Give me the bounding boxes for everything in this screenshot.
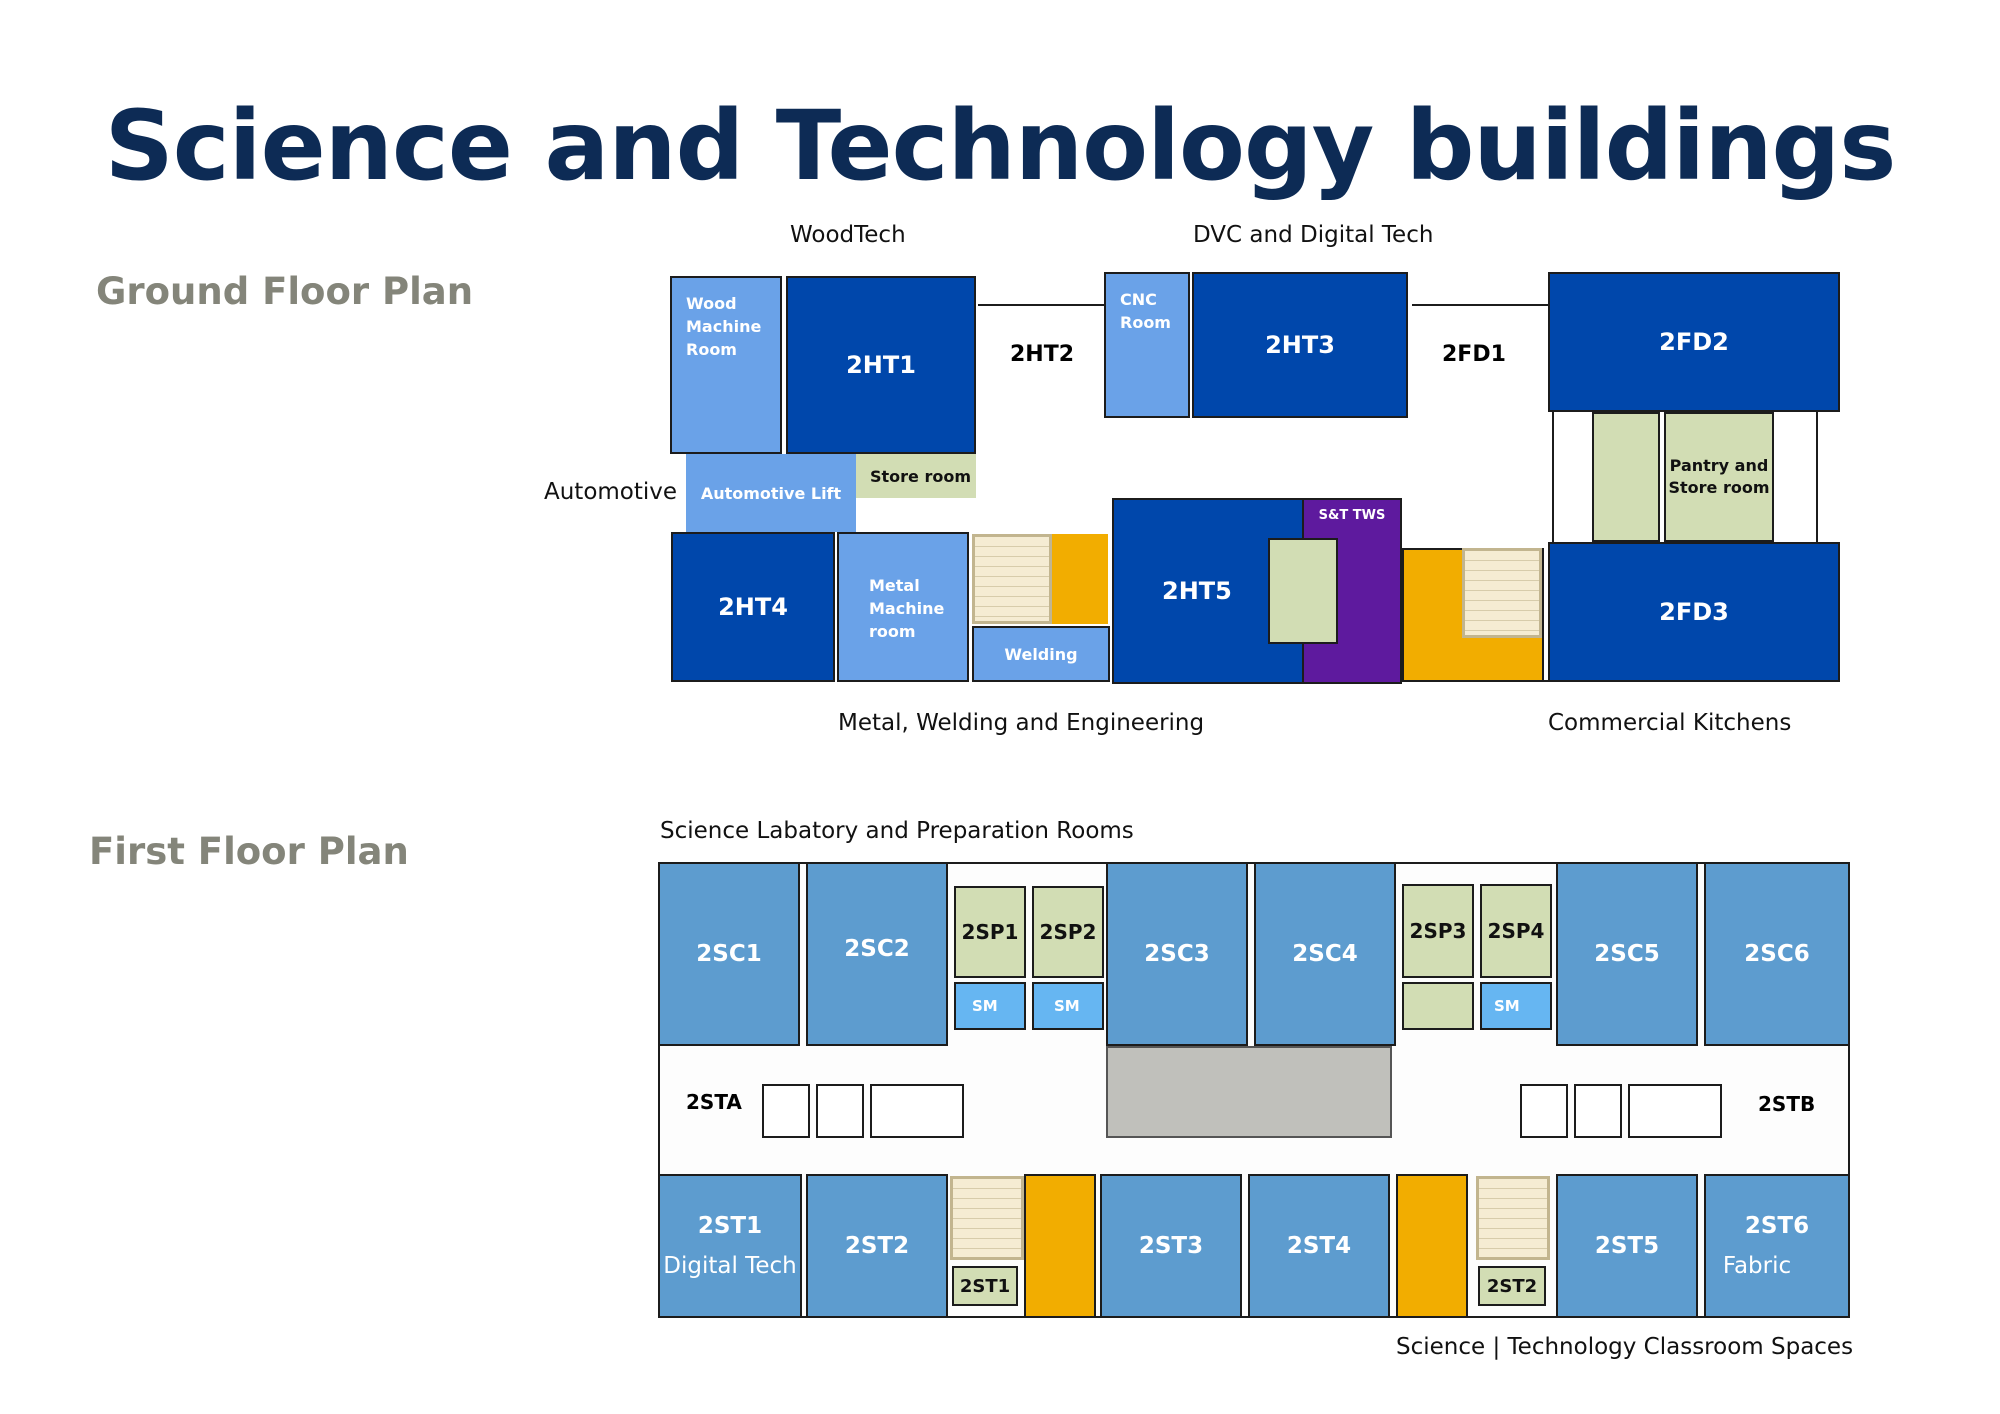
caption-dvc-digital-tech: DVC and Digital Tech [1193, 222, 1434, 248]
room-sage-small [1402, 982, 1474, 1030]
central-atrium-block [1106, 1046, 1392, 1138]
room-2st2[interactable]: 2ST2 [806, 1174, 948, 1318]
corridor-box [816, 1084, 864, 1138]
room-2st6[interactable]: 2ST6 Fabric [1704, 1174, 1850, 1318]
corridor-box [1520, 1084, 1568, 1138]
room-2ht2[interactable]: 2HT2 [1010, 342, 1075, 367]
caption-metal-welding-engineering: Metal, Welding and Engineering [838, 710, 1205, 736]
room-fabric-label: Fabric [1722, 1253, 1792, 1279]
corridor-box [762, 1084, 810, 1138]
stair-icon [972, 534, 1052, 624]
caption-classroom-spaces: Science | Technology Classroom Spaces [1396, 1334, 1854, 1360]
room-pantry-store-room[interactable]: Pantry and Store room [1664, 412, 1774, 542]
corridor-box [870, 1084, 964, 1138]
room-sm[interactable]: SM [1032, 982, 1104, 1030]
corridor-box [1574, 1084, 1622, 1138]
room-2ht1[interactable]: 2HT1 [786, 276, 976, 454]
room-automotive-lift[interactable]: Automotive Lift [686, 454, 856, 532]
room-2sp1[interactable]: 2SP1 [954, 886, 1026, 978]
room-st-tws[interactable]: S&T TWS [1302, 498, 1402, 684]
stair-icon [950, 1176, 1024, 1260]
room-sm[interactable]: SM [1480, 982, 1552, 1030]
corridor-line [978, 304, 1106, 306]
room-cnc-room[interactable]: CNC Room [1104, 272, 1190, 418]
room-2st6-label: 2ST6 [1744, 1213, 1810, 1239]
room-2sc6[interactable]: 2SC6 [1704, 862, 1850, 1046]
ground-floor-label: Ground Floor Plan [96, 270, 474, 313]
room-2sc3[interactable]: 2SC3 [1106, 862, 1248, 1046]
room-2st1-small[interactable]: 2ST1 [952, 1266, 1018, 1306]
caption-science-lab: Science Labatory and Preparation Rooms [660, 818, 1134, 844]
room-2fd1[interactable]: 2FD1 [1442, 342, 1506, 367]
caption-woodtech: WoodTech [790, 222, 906, 248]
corridor-box [1628, 1084, 1722, 1138]
stair-icon [1462, 548, 1542, 638]
room-2stb[interactable]: 2STB [1758, 1092, 1816, 1116]
room-store-room[interactable]: Store room [856, 454, 976, 498]
room-2sc2[interactable]: 2SC2 [806, 862, 948, 1046]
room-2st1[interactable]: 2ST1 Digital Tech [658, 1174, 802, 1318]
room-2sp2[interactable]: 2SP2 [1032, 886, 1104, 978]
caption-automotive: Automotive [544, 479, 678, 505]
room-welding[interactable]: Welding [972, 626, 1110, 682]
room-2fd2[interactable]: 2FD2 [1548, 272, 1840, 412]
room-digital-tech-label: Digital Tech [663, 1253, 797, 1279]
corridor-line [1816, 410, 1818, 545]
room-utility-gold [1052, 534, 1108, 624]
first-floor-label: First Floor Plan [89, 830, 409, 873]
room-sage-block [1592, 412, 1660, 542]
room-metal-machine-room[interactable]: Metal Machine room [837, 532, 969, 682]
caption-commercial-kitchens: Commercial Kitchens [1548, 710, 1792, 736]
room-sage-small [1268, 538, 1338, 644]
room-2sc4[interactable]: 2SC4 [1254, 862, 1396, 1046]
room-2fd3[interactable]: 2FD3 [1548, 542, 1840, 682]
room-wood-machine-room[interactable]: Wood Machine Room [670, 276, 782, 454]
room-utility-gold [1024, 1174, 1096, 1318]
room-sm[interactable]: SM [954, 982, 1026, 1030]
room-2st5[interactable]: 2ST5 [1556, 1174, 1698, 1318]
room-2sc1[interactable]: 2SC1 [658, 862, 800, 1046]
room-2st1-label: 2ST1 [697, 1213, 763, 1239]
room-2sta[interactable]: 2STA [686, 1090, 742, 1114]
room-utility-gold [1396, 1174, 1468, 1318]
room-2ht5[interactable]: 2HT5 [1112, 498, 1304, 684]
room-2sc5[interactable]: 2SC5 [1556, 862, 1698, 1046]
room-2st4[interactable]: 2ST4 [1248, 1174, 1390, 1318]
corridor-line [1552, 410, 1554, 545]
room-2sp4[interactable]: 2SP4 [1480, 884, 1552, 978]
room-2ht4[interactable]: 2HT4 [671, 532, 835, 682]
page-title: Science and Technology buildings [104, 90, 1897, 202]
corridor-line [1412, 304, 1552, 306]
stair-icon [1476, 1176, 1550, 1260]
room-2st2-small[interactable]: 2ST2 [1478, 1266, 1546, 1306]
room-2sp3[interactable]: 2SP3 [1402, 884, 1474, 978]
room-2st3[interactable]: 2ST3 [1100, 1174, 1242, 1318]
room-2ht3[interactable]: 2HT3 [1192, 272, 1408, 418]
